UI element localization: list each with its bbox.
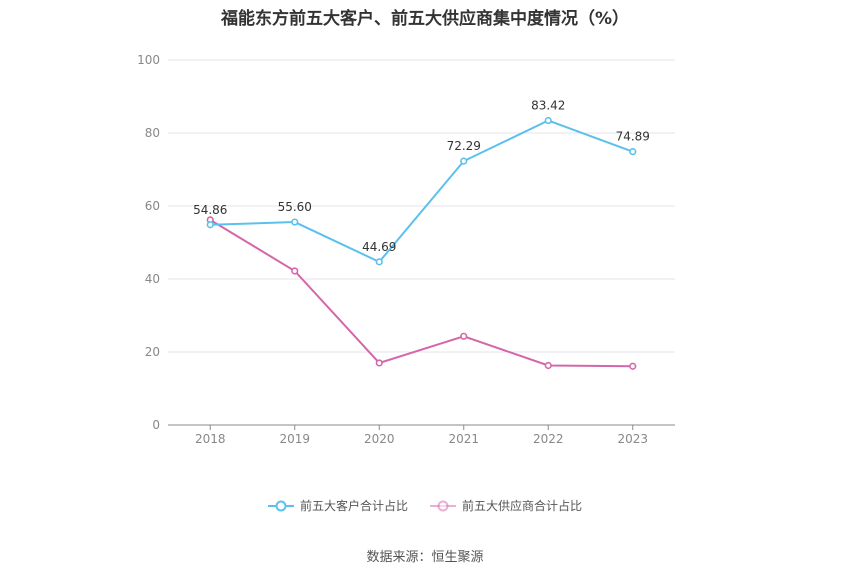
data-point [460,332,468,340]
y-tick-label: 0 [152,418,160,432]
x-tick-label: 2018 [195,432,226,446]
data-point [291,218,299,226]
x-tick-label: 2020 [364,432,395,446]
data-point [544,116,552,125]
series-line [209,219,633,368]
data-point [629,148,637,156]
data-point [629,362,637,370]
legend-item-customers[interactable]: 前五大客户合计占比 [267,497,408,514]
legend-label-suppliers: 前五大供应商合计占比 [462,499,583,513]
y-tick-label: 60 [145,199,160,213]
data-point [206,221,214,229]
legend-item-suppliers[interactable]: 前五大供应商合计占比 [430,497,582,514]
x-tick-label: 2021 [448,432,479,446]
data-label: 54.86 [193,203,227,217]
data-label: 74.89 [616,130,650,144]
data-label: 44.69 [362,240,396,254]
data-point [544,361,552,370]
data-point [291,267,299,275]
y-tick-label: 20 [145,345,160,359]
legend: 前五大客户合计占比 前五大供应商合计占比 [0,497,850,514]
x-tick-label: 2019 [279,432,310,446]
x-tick-label: 2022 [533,432,564,446]
chart-title: 福能东方前五大客户、前五大供应商集中度情况（%） [220,9,630,29]
y-tick-label: 100 [137,53,160,67]
y-tick-label: 40 [145,272,160,286]
data-label: 72.29 [447,139,481,153]
series-line [210,119,634,264]
data-point [375,258,383,266]
data-point [460,157,468,165]
data-label: 83.42 [531,99,565,113]
legend-label-customers: 前五大客户合计占比 [299,499,408,513]
legend-marker-customers [267,500,294,511]
source-note: 数据来源：恒生聚源 [366,550,484,565]
legend-marker-suppliers [430,500,456,511]
x-tick-label: 2023 [617,432,648,446]
data-label: 55.60 [278,200,312,214]
data-point [375,359,383,367]
y-tick-label: 80 [145,126,160,140]
